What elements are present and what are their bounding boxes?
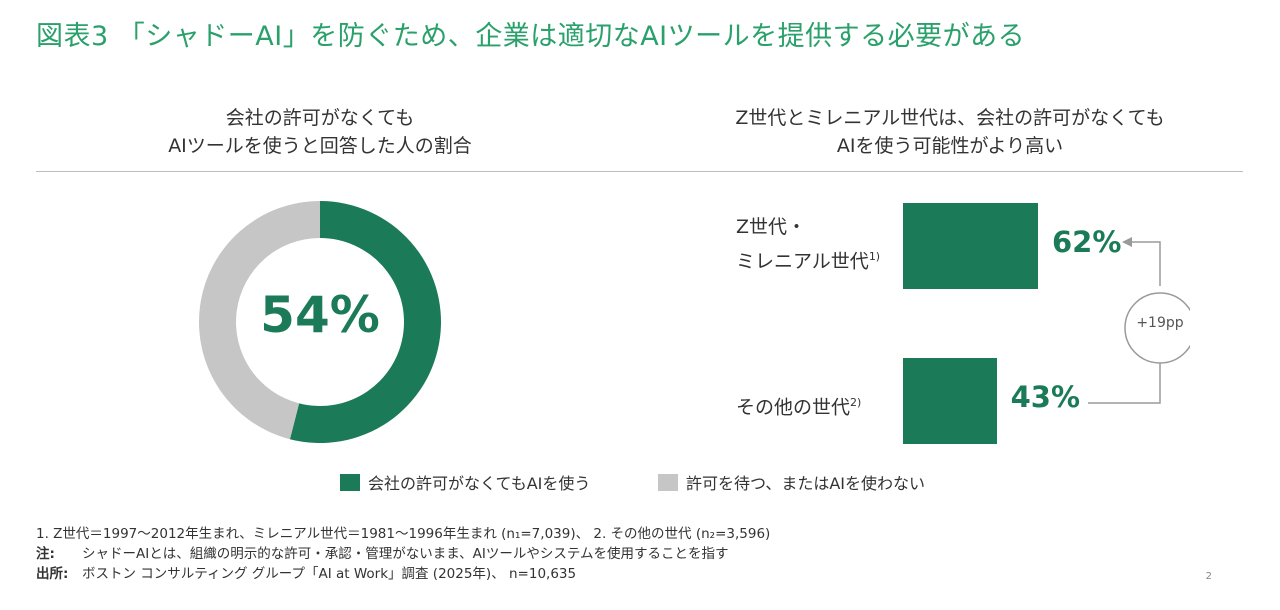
bar-subtitle-line1: Z世代とミレニアル世代は、会社の許可がなくても: [735, 107, 1165, 129]
footnote-source: 出所: ボストン コンサルティング グループ「AI at Work」調査 (202…: [36, 565, 576, 583]
difference-circle: [1124, 292, 1190, 364]
note-label: 注:: [36, 546, 55, 562]
arrow-head-icon: [1122, 237, 1132, 247]
donut-slice-uses-ai: [289, 201, 441, 443]
footnote-ref-2: 2): [850, 396, 862, 409]
connector-line: [1088, 356, 1161, 404]
footnote-ref-1: 1): [868, 250, 881, 263]
legend-label: 会社の許可がなくてもAIを使う: [368, 474, 591, 493]
footnote-definitions: 1. Z世代＝1997～2012年生まれ、ミレニアル世代＝1981～1996年生…: [36, 526, 771, 542]
difference-connector: [1088, 237, 1190, 404]
source-text: ボストン コンサルティング グループ「AI at Work」調査 (2025年)…: [82, 566, 577, 582]
page-number: 2: [1205, 571, 1212, 582]
legend-swatch-green: [340, 473, 360, 491]
source-label: 出所:: [36, 566, 69, 582]
connector-line: [1130, 241, 1161, 286]
donut-chart: [199, 201, 441, 443]
bar-label-line2: ミレニアル世代: [736, 250, 869, 273]
donut-center-value: 54%: [260, 286, 380, 344]
difference-label: +19pp: [1136, 315, 1184, 331]
bar-subtitle-line2: AIを使う可能性がより高い: [836, 135, 1064, 157]
donut-subtitle: 会社の許可がなくても AIツールを使うと回答した人の割合: [40, 104, 600, 160]
note-text: シャドーAIとは、組織の明示的な許可・承認・管理がないまま、AIツールやシステム…: [82, 546, 729, 562]
page-title: 図表3 「シャドーAI」を防ぐため、企業は適切なAIツールを提供する必要がある: [36, 21, 1026, 52]
bar-label-line1: その他の世代: [736, 396, 851, 419]
legend-item-uses-ai: 会社の許可がなくてもAIを使う: [340, 470, 590, 494]
bar-other-generations: [903, 358, 997, 444]
bar-value-gen-z-millennial: 62%: [1052, 225, 1122, 259]
donut-subtitle-line1: 会社の許可がなくても: [225, 107, 415, 129]
bar-label-gen-z-millennial: Z世代・ ミレニアル世代1): [736, 212, 880, 276]
bar-label-line1: Z世代・: [736, 216, 807, 238]
bar-label-other-generations: その他の世代2): [736, 388, 861, 422]
legend-swatch-gray: [658, 473, 678, 491]
legend-item-waits: 許可を待つ、またはAIを使わない: [658, 470, 925, 494]
legend-label: 許可を待つ、またはAIを使わない: [686, 474, 926, 493]
donut-subtitle-line2: AIツールを使うと回答した人の割合: [168, 135, 472, 157]
bar-value-other-generations: 43%: [1010, 380, 1081, 414]
footnote-note: 注: シャドーAIとは、組織の明示的な許可・承認・管理がないまま、AIツールやシス…: [36, 545, 729, 563]
donut-slice-waits: [199, 201, 320, 440]
bar-subtitle: Z世代とミレニアル世代は、会社の許可がなくても AIを使う可能性がより高い: [650, 104, 1250, 160]
bar-gen-z-millennial: [903, 203, 1038, 289]
header-divider: [36, 171, 1243, 172]
